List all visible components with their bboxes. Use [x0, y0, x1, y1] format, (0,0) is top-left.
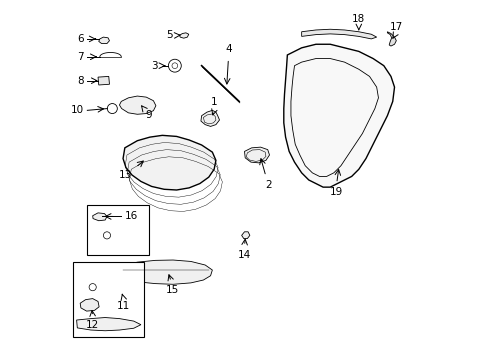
FancyBboxPatch shape: [73, 262, 144, 337]
Polygon shape: [119, 96, 156, 114]
Text: 15: 15: [165, 285, 179, 296]
Text: 18: 18: [351, 14, 365, 23]
Polygon shape: [98, 76, 109, 85]
Polygon shape: [241, 232, 249, 239]
Polygon shape: [99, 37, 109, 44]
Polygon shape: [301, 29, 376, 39]
Polygon shape: [119, 260, 212, 284]
Polygon shape: [386, 32, 395, 46]
Text: 3: 3: [151, 61, 158, 71]
Text: 8: 8: [77, 76, 83, 86]
Polygon shape: [179, 33, 188, 38]
Text: 17: 17: [389, 22, 402, 32]
Polygon shape: [201, 111, 219, 126]
Text: 1: 1: [210, 97, 217, 107]
Text: 6: 6: [77, 34, 83, 44]
Polygon shape: [283, 44, 394, 187]
Text: 2: 2: [265, 180, 271, 190]
Text: 7: 7: [77, 52, 83, 62]
Polygon shape: [244, 147, 269, 163]
Text: 11: 11: [116, 301, 129, 311]
Text: 19: 19: [328, 187, 342, 197]
Polygon shape: [77, 318, 141, 331]
Polygon shape: [80, 298, 99, 311]
Text: 5: 5: [165, 30, 172, 40]
Text: 14: 14: [237, 249, 251, 260]
Text: 4: 4: [224, 44, 231, 54]
Text: 10: 10: [70, 105, 83, 115]
Polygon shape: [93, 213, 107, 221]
Polygon shape: [123, 135, 216, 190]
Text: 9: 9: [145, 110, 151, 120]
Text: 16: 16: [124, 211, 138, 221]
Text: 13: 13: [119, 170, 132, 180]
Text: 12: 12: [86, 320, 99, 330]
FancyBboxPatch shape: [86, 205, 149, 255]
